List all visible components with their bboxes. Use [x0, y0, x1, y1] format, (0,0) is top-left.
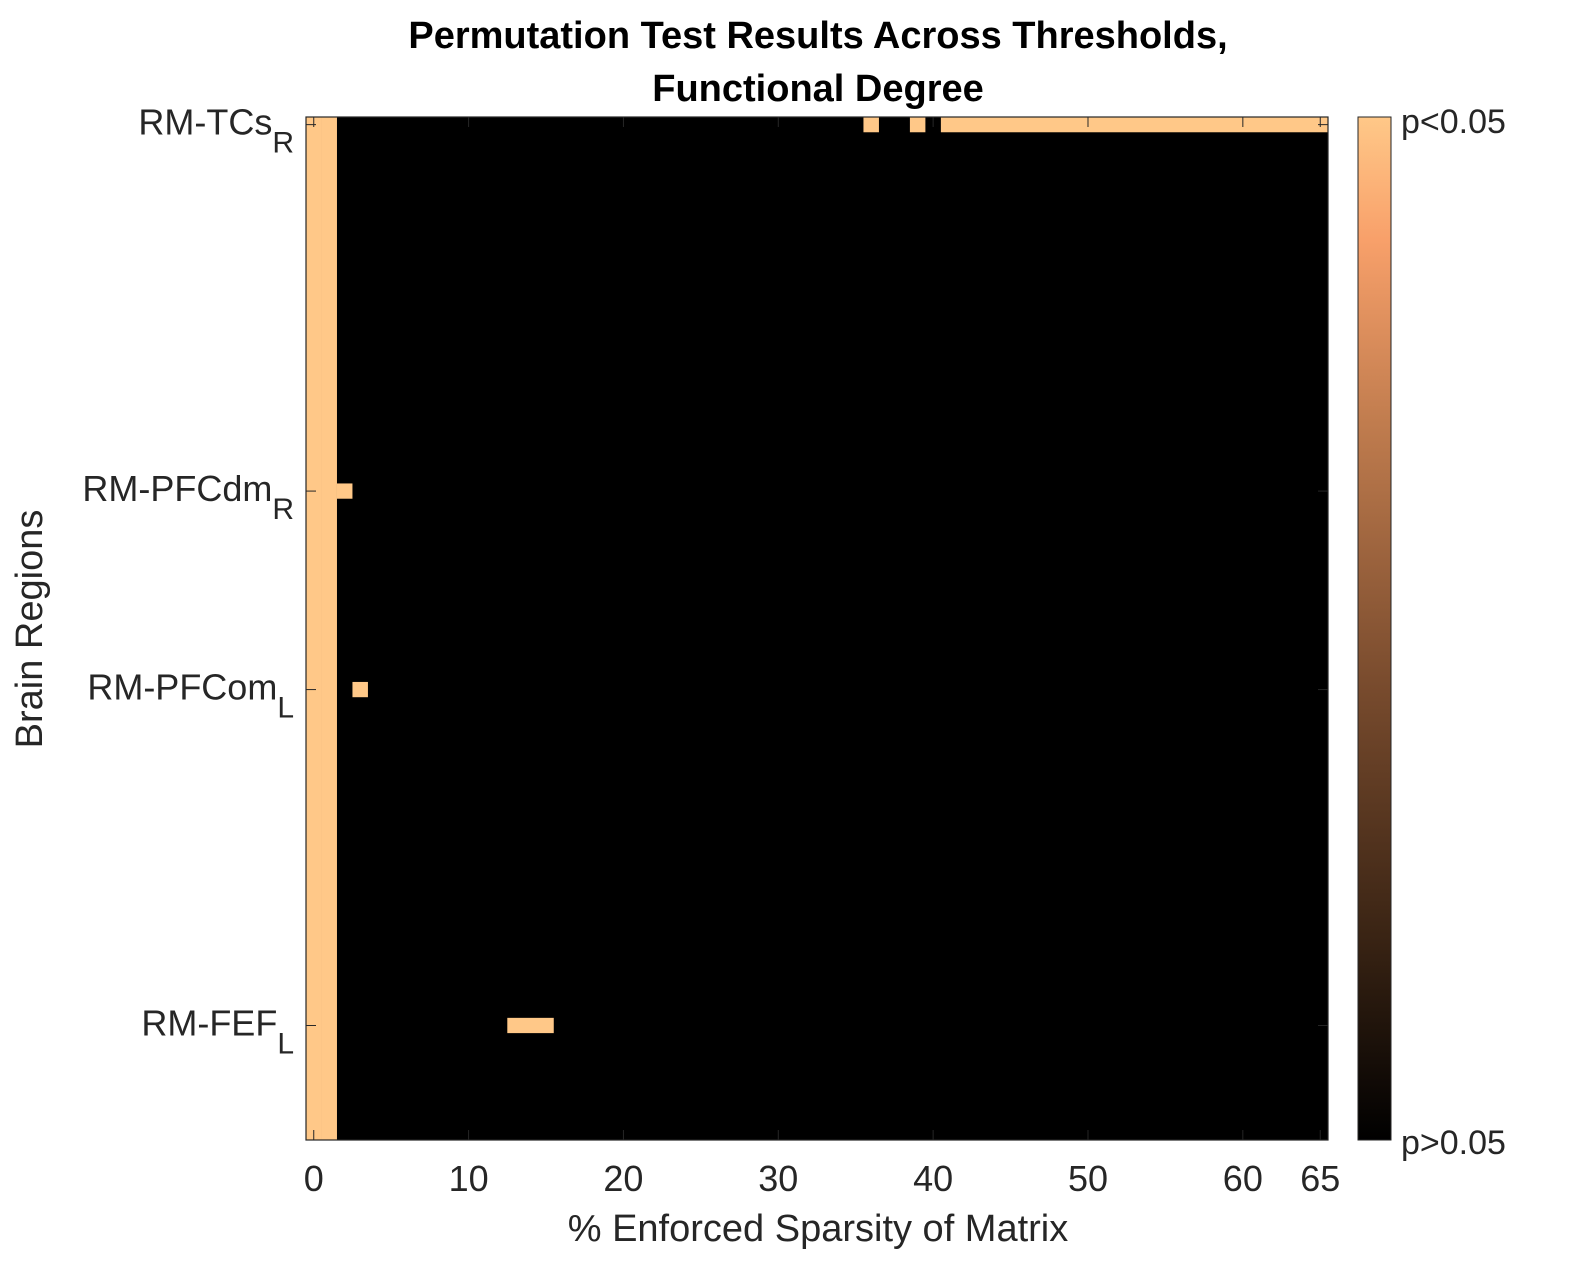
- y-tick-label: RM-PFCdmR: [82, 468, 294, 526]
- chart-title-line1: Permutation Test Results Across Threshol…: [408, 15, 1227, 57]
- colorbar-gradient: [1357, 116, 1392, 1141]
- x-tick-label: 40: [913, 1158, 953, 1199]
- x-tick-label: 20: [603, 1158, 643, 1199]
- x-tick-label: 10: [449, 1158, 489, 1199]
- significant-cell: [352, 681, 368, 698]
- y-tick-label: RM-PFComL: [87, 667, 294, 725]
- colorbar: p<0.05 p>0.05: [1357, 103, 1506, 1162]
- significant-cells: [306, 117, 1328, 1140]
- plot-frame: [305, 116, 1329, 1141]
- y-axis-label: Brain Regions: [9, 510, 51, 749]
- chart-title-line2: Functional Degree: [652, 68, 984, 110]
- significant-cell: [863, 117, 879, 133]
- x-tick-label: 50: [1068, 1158, 1108, 1199]
- significant-column: [321, 117, 337, 1140]
- x-tick-label: 30: [758, 1158, 798, 1199]
- significant-column: [306, 117, 322, 1140]
- y-tick-label: RM-FEFL: [141, 1002, 294, 1060]
- significant-cell: [909, 117, 926, 133]
- significant-cell: [336, 483, 353, 499]
- x-tick-labels: 0 10 20 30 40 50 60 65: [304, 1158, 1341, 1199]
- heatmap-background: [306, 117, 1328, 1140]
- y-tick-labels: RM-TCsR RM-PFCdmR RM-PFComL RM-FEFL: [82, 102, 294, 1061]
- x-tick-label: 0: [304, 1158, 324, 1199]
- plot-area: [305, 116, 1329, 1141]
- x-tick-label: 65: [1300, 1158, 1340, 1199]
- colorbar-bottom-label: p>0.05: [1401, 1124, 1506, 1162]
- x-axis-label: % Enforced Sparsity of Matrix: [568, 1208, 1069, 1250]
- y-tick-label: RM-TCsR: [138, 102, 294, 160]
- axis-ticks: [306, 117, 1328, 1140]
- significant-cell: [940, 117, 1328, 133]
- significant-cell: [507, 1017, 554, 1034]
- colorbar-top-label: p<0.05: [1401, 103, 1506, 141]
- x-tick-label: 60: [1223, 1158, 1263, 1199]
